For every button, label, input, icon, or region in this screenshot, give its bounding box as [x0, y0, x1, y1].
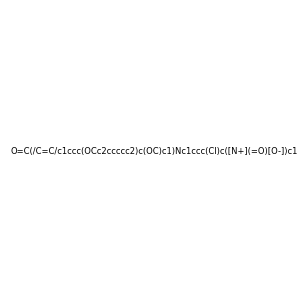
- Text: O=C(/C=C/c1ccc(OCc2ccccc2)c(OC)c1)Nc1ccc(Cl)c([N+](=O)[O-])c1: O=C(/C=C/c1ccc(OCc2ccccc2)c(OC)c1)Nc1ccc…: [10, 147, 297, 156]
